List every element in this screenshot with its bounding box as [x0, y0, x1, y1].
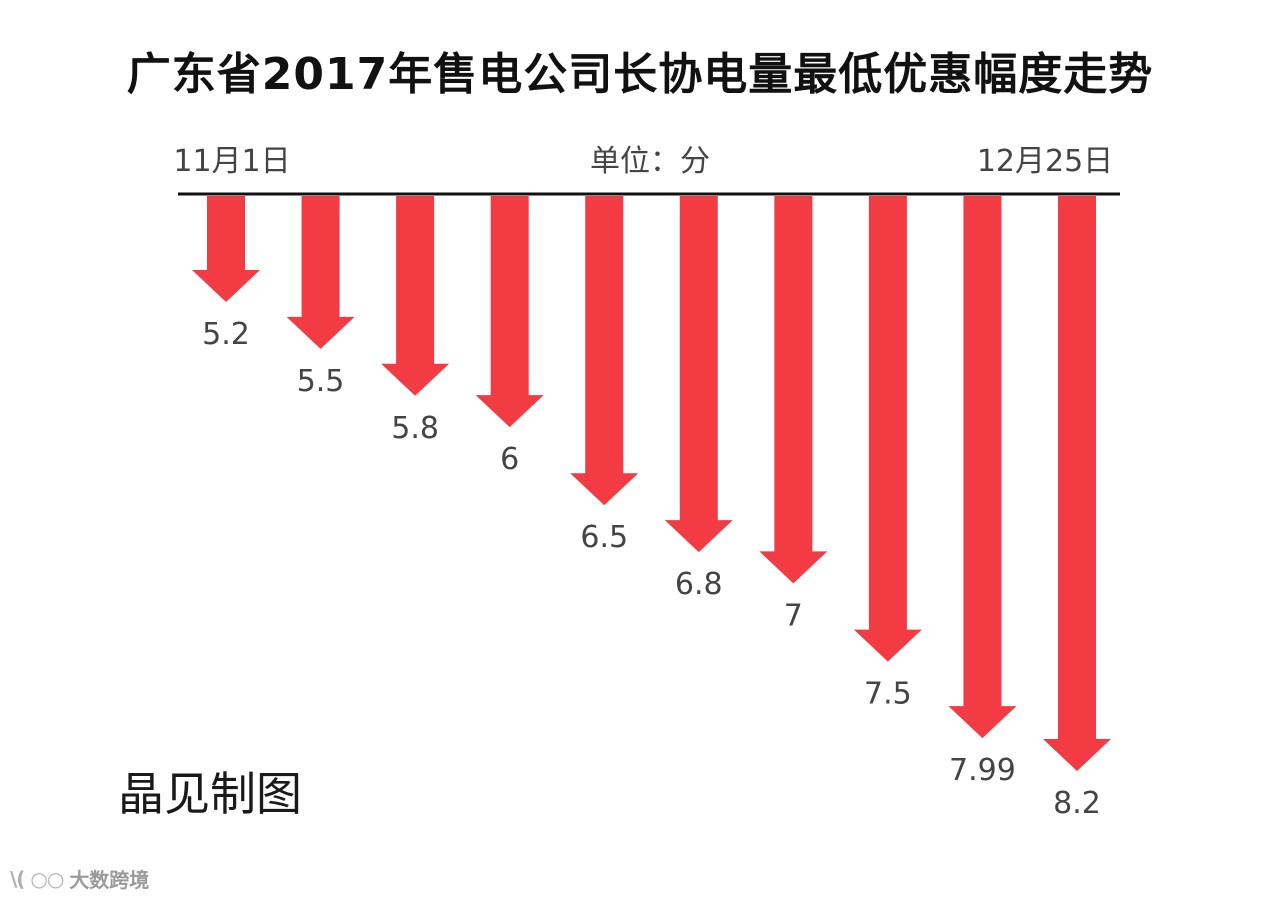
arrow-series: 5.2 5.5 5.8 6 6.5 6.8 7 7.5 7.99 8.2 — [192, 196, 1111, 821]
arrow-bar-7 — [759, 196, 828, 584]
value-label-6: 6.8 — [675, 567, 723, 602]
watermark-logo: \( ○○ — [10, 866, 64, 891]
start-date-label: 11月1日 — [173, 144, 290, 179]
arrow-bar-10 — [1043, 196, 1111, 771]
arrow-bar-8 — [853, 196, 922, 662]
arrow-bar-3 — [381, 196, 450, 396]
watermark-name: 大数跨境 — [69, 868, 150, 892]
arrow-bar-2 — [286, 196, 355, 349]
end-date-label: 12月25日 — [977, 144, 1113, 179]
value-label-5: 6.5 — [580, 520, 628, 555]
arrow-bar-1 — [192, 196, 260, 302]
chart-title: 广东省2017年售电公司长协电量最低优惠幅度走势 — [126, 49, 1154, 100]
unit-label: 单位：分 — [590, 144, 710, 179]
value-label-7: 7 — [784, 598, 803, 633]
value-label-3: 5.8 — [391, 411, 439, 446]
value-label-10: 8.2 — [1053, 786, 1101, 821]
arrow-bar-6 — [664, 196, 733, 553]
watermark: \( ○○ 大数跨境 — [10, 864, 149, 893]
arrow-bar-4 — [475, 196, 544, 428]
value-label-9: 7.99 — [949, 753, 1016, 788]
credit-text: 晶见制图 — [118, 767, 302, 821]
value-label-2: 5.5 — [297, 364, 345, 399]
value-label-8: 7.5 — [864, 677, 912, 712]
arrow-bar-9 — [948, 196, 1017, 739]
value-label-4: 6 — [500, 442, 519, 477]
arrow-bar-5 — [570, 196, 639, 506]
value-label-1: 5.2 — [202, 317, 250, 352]
